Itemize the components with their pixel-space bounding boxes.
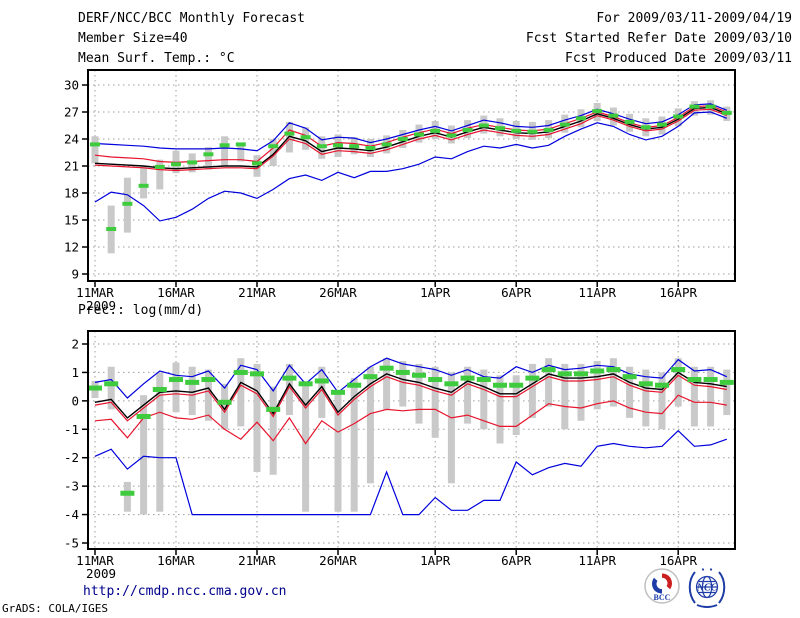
- grads-credit: GrADS: COLA/IGES: [2, 602, 108, 615]
- svg-text:15: 15: [64, 213, 79, 228]
- svg-text:11APR: 11APR: [578, 553, 616, 568]
- bcc-logo-ring: [644, 568, 680, 604]
- svg-text:11APR: 11APR: [578, 285, 616, 300]
- bcc-swirl-blue: [652, 577, 662, 594]
- bcc-swirl-red: [662, 573, 672, 590]
- grid-lines: [88, 331, 735, 549]
- fcst-started-label: Fcst Started Refer Date 2009/03/10: [525, 31, 792, 46]
- svg-text:-2: -2: [64, 450, 79, 465]
- x-axis-year-label: 2009: [86, 566, 116, 581]
- temp-panel-label: Mean Surf. Temp.: °C: [78, 51, 235, 66]
- y-axis-labels: 9 12 15 18 21 24 27 30: [64, 78, 88, 282]
- y-axis-labels: -5 -4 -3 -2 -1 0 1 2: [64, 337, 88, 551]
- ncc-logo-dot: [701, 568, 705, 571]
- lower-blue-envelope-line: [94, 429, 727, 516]
- precip-chart: -5 -4 -3 -2 -1 0 1 2 11MAR 16MAR 21MAR 26MAR 1APR 6AP…: [64, 330, 736, 581]
- gray-spread-bars: [91, 358, 731, 515]
- ncc-logo-dot: [709, 568, 713, 571]
- svg-text:16APR: 16APR: [659, 285, 697, 300]
- svg-text:2: 2: [71, 337, 79, 352]
- svg-text:26MAR: 26MAR: [319, 285, 357, 300]
- member-size-label: Member Size=40: [78, 31, 188, 46]
- svg-text:1: 1: [71, 365, 79, 380]
- x-axis-labels: 11MAR 16MAR 21MAR 26MAR 1APR 6APR 11APR 16APR 20…: [76, 549, 697, 581]
- lower-blue-envelope-line: [94, 111, 728, 222]
- precip-panel-label: Prec.: log(mm/d): [78, 303, 204, 318]
- forecast-range-label: For 2009/03/11-2009/04/19: [596, 11, 792, 26]
- svg-text:1APR: 1APR: [420, 285, 451, 300]
- svg-text:1APR: 1APR: [420, 553, 451, 568]
- svg-text:16APR: 16APR: [659, 553, 697, 568]
- svg-text:24: 24: [64, 132, 79, 147]
- svg-text:6APR: 6APR: [501, 285, 532, 300]
- svg-text:21: 21: [64, 159, 79, 174]
- ncc-logo-label: NCC: [696, 583, 718, 594]
- upper-blue-envelope-line: [94, 103, 728, 152]
- svg-text:6APR: 6APR: [501, 553, 532, 568]
- plot-frame: [87, 69, 736, 282]
- svg-text:-3: -3: [64, 479, 79, 494]
- ncc-logo: NCC: [688, 568, 726, 608]
- temp-chart: 9 12 15 18 21 24 27 30 11MAR 16MAR 21MAR 26MAR 1APR 6…: [64, 69, 736, 313]
- plot-frame: [87, 330, 736, 550]
- svg-text:11MAR: 11MAR: [76, 285, 114, 300]
- ncc-logo-globe: [695, 575, 719, 599]
- svg-text:-4: -4: [64, 507, 79, 522]
- svg-text:18: 18: [64, 186, 79, 201]
- bcc-logo-label: BCC: [654, 593, 671, 602]
- svg-text:21MAR: 21MAR: [238, 285, 276, 300]
- green-dash-markers: [90, 104, 732, 231]
- svg-text:16MAR: 16MAR: [157, 553, 195, 568]
- page-title: DERF/NCC/BCC Monthly Forecast: [78, 11, 305, 26]
- ensemble-mean-black-line: [94, 371, 727, 419]
- lower-red-band-line: [94, 394, 727, 445]
- svg-text:21MAR: 21MAR: [238, 553, 276, 568]
- svg-text:26MAR: 26MAR: [319, 553, 357, 568]
- bcc-logo: BCC: [644, 568, 680, 604]
- svg-text:30: 30: [64, 78, 79, 93]
- ensemble-mean-black-line: [94, 106, 728, 170]
- upper-blue-envelope-line: [94, 357, 728, 399]
- x-axis-labels: 11MAR 16MAR 21MAR 26MAR 1APR 6APR 11APR 16APR 20…: [76, 281, 697, 313]
- grid-lines: [88, 70, 735, 281]
- svg-text:-1: -1: [64, 422, 79, 437]
- upper-red-band-line: [94, 105, 728, 164]
- ncc-logo-wreath: [688, 571, 726, 608]
- lower-red-band-line: [94, 108, 728, 172]
- source-url: http://cmdp.ncc.cma.gov.cn: [83, 584, 287, 599]
- fcst-produced-label: Fcst Produced Date 2009/03/11: [565, 51, 792, 66]
- svg-text:11MAR: 11MAR: [76, 553, 114, 568]
- green-dash-markers: [88, 365, 734, 496]
- svg-text:0: 0: [71, 393, 79, 408]
- upper-red-band-line: [94, 374, 727, 422]
- x-axis-year-label: 2009: [86, 298, 116, 313]
- svg-text:12: 12: [64, 240, 79, 255]
- svg-text:27: 27: [64, 105, 79, 120]
- svg-text:16MAR: 16MAR: [157, 285, 195, 300]
- svg-text:-5: -5: [64, 536, 79, 551]
- svg-text:9: 9: [71, 267, 79, 282]
